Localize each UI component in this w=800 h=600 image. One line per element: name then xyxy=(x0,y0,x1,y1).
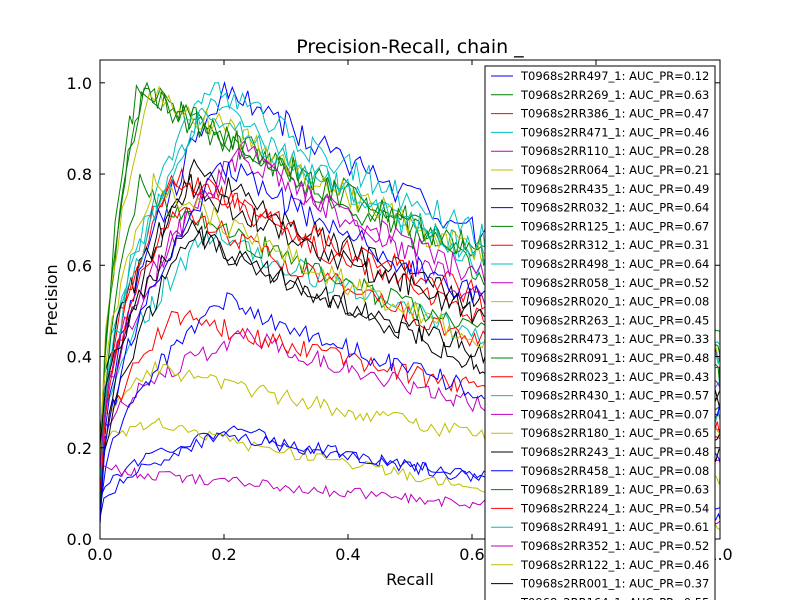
legend-entry: T0968s2RR312_1: AUC_PR=0.31 xyxy=(520,238,709,252)
legend-entry: T0968s2RR091_1: AUC_PR=0.48 xyxy=(520,351,709,365)
legend-entry: T0968s2RR386_1: AUC_PR=0.47 xyxy=(520,107,709,121)
legend-entry: T0968s2RR473_1: AUC_PR=0.33 xyxy=(520,332,709,346)
legend-entry: T0968s2RR125_1: AUC_PR=0.67 xyxy=(520,219,709,233)
y-tick-label: 0.4 xyxy=(67,348,92,367)
legend-entry: T0968s2RR497_1: AUC_PR=0.12 xyxy=(520,69,709,83)
legend-entry: T0968s2RR269_1: AUC_PR=0.63 xyxy=(520,88,709,102)
legend-entry: T0968s2RR243_1: AUC_PR=0.48 xyxy=(520,445,709,459)
legend-entry: T0968s2RR032_1: AUC_PR=0.64 xyxy=(520,201,709,215)
x-tick-label: 0.0 xyxy=(87,545,112,564)
legend-entry: T0968s2RR064_1: AUC_PR=0.21 xyxy=(520,163,709,177)
legend-entry: T0968s2RR352_1: AUC_PR=0.52 xyxy=(520,539,709,553)
legend-box xyxy=(484,65,716,600)
legend-entry: T0968s2RR001_1: AUC_PR=0.37 xyxy=(520,577,709,591)
legend-entry: T0968s2RR263_1: AUC_PR=0.45 xyxy=(520,313,709,327)
legend-entry: T0968s2RR458_1: AUC_PR=0.08 xyxy=(520,464,709,478)
legend-entry: T0968s2RR180_1: AUC_PR=0.65 xyxy=(520,426,709,440)
y-tick-label: 0.0 xyxy=(67,530,92,549)
legend-entry: T0968s2RR435_1: AUC_PR=0.49 xyxy=(520,182,709,196)
legend-entry: T0968s2RR041_1: AUC_PR=0.07 xyxy=(520,407,709,421)
legend-entry: T0968s2RR023_1: AUC_PR=0.43 xyxy=(520,370,709,384)
x-tick-label: 0.6 xyxy=(459,545,484,564)
legend-entry: T0968s2RR491_1: AUC_PR=0.61 xyxy=(520,520,709,534)
legend-entry: T0968s2RR224_1: AUC_PR=0.54 xyxy=(520,501,709,515)
y-tick-label: 0.2 xyxy=(67,439,92,458)
legend-entry: T0968s2RR189_1: AUC_PR=0.63 xyxy=(520,483,709,497)
x-tick-label: 0.2 xyxy=(211,545,236,564)
legend-entry: T0968s2RR430_1: AUC_PR=0.57 xyxy=(520,389,709,403)
legend-entry: T0968s2RR020_1: AUC_PR=0.08 xyxy=(520,295,709,309)
y-tick-label: 0.6 xyxy=(67,256,92,275)
legend: T0968s2RR497_1: AUC_PR=0.12 T0968s2RR269_… xyxy=(484,65,716,600)
legend-entry: T0968s2RR498_1: AUC_PR=0.64 xyxy=(520,257,709,271)
tick-layer: 0.00.20.40.60.81.00.00.20.40.60.81.0 xyxy=(67,60,733,564)
legend-entry: T0968s2RR122_1: AUC_PR=0.46 xyxy=(520,558,709,572)
legend-entry: T0968s2RR110_1: AUC_PR=0.28 xyxy=(520,144,709,158)
y-tick-label: 1.0 xyxy=(67,74,92,93)
chart-title: Precision-Recall, chain _ xyxy=(296,36,524,58)
y-tick-label: 0.8 xyxy=(67,165,92,184)
y-axis-label: Precision xyxy=(42,264,61,335)
x-tick-label: 0.4 xyxy=(335,545,360,564)
legend-entry: T0968s2RR058_1: AUC_PR=0.52 xyxy=(520,276,709,290)
axes-frame xyxy=(99,59,721,540)
legend-entry: T0968s2RR164_1: AUC_PR=0.55 xyxy=(520,595,709,600)
x-axis-label: Recall xyxy=(386,570,434,589)
legend-entry: T0968s2RR471_1: AUC_PR=0.46 xyxy=(520,125,709,139)
